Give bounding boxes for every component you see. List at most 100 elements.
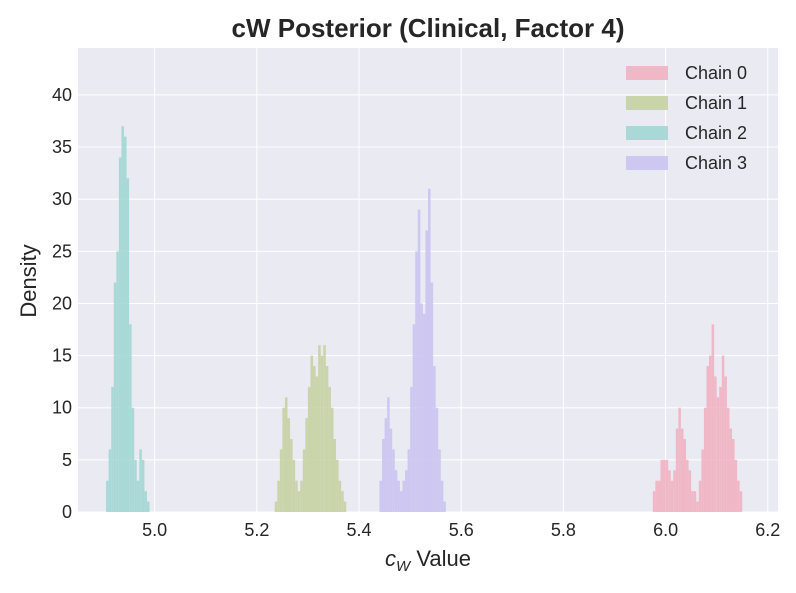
- histogram-bar: [435, 407, 439, 512]
- histogram-bar: [709, 355, 712, 512]
- histogram-bar: [279, 449, 283, 512]
- histogram-bar: [295, 480, 298, 512]
- x-axis-label: cW Value: [385, 546, 471, 575]
- y-axis-ticks: 0 5 10 15 20 25 30 35 40: [52, 85, 72, 522]
- histogram-bar: [737, 480, 740, 512]
- histogram-bar: [663, 459, 666, 512]
- histogram-bar: [341, 491, 344, 512]
- histogram-bar: [282, 407, 285, 512]
- histogram-bar: [726, 407, 730, 512]
- histogram-bar: [274, 501, 278, 512]
- histogram-bar: [108, 449, 112, 512]
- y-tick-label: 35: [52, 137, 72, 157]
- histogram-bar: [333, 439, 337, 512]
- histogram-bar: [129, 324, 132, 512]
- histogram-bar: [739, 491, 743, 512]
- histogram-bar: [686, 459, 689, 512]
- histogram-bar: [703, 407, 707, 512]
- histogram-bar: [657, 480, 661, 512]
- histogram-bar: [443, 501, 446, 512]
- histogram-bar: [136, 480, 140, 512]
- histogram-bar: [106, 480, 109, 512]
- histogram-bar: [675, 428, 679, 512]
- x-axis-label-text: Value: [410, 546, 471, 571]
- histogram-bar: [392, 449, 395, 512]
- legend-label: Chain 2: [685, 123, 747, 143]
- y-tick-label: 0: [62, 502, 72, 522]
- histogram-bar: [382, 439, 385, 512]
- histogram-bar: [668, 470, 671, 512]
- histogram-bar: [284, 397, 288, 512]
- histogram-bar: [433, 366, 436, 512]
- histogram-bar: [729, 428, 733, 512]
- histogram-bar: [724, 376, 727, 512]
- histogram-bar: [420, 303, 423, 512]
- histogram-bar: [394, 470, 398, 512]
- histogram-bar: [287, 418, 291, 512]
- x-axis-label-variable: c: [385, 546, 396, 571]
- histogram-bar: [397, 480, 400, 512]
- histogram-bar: [313, 366, 316, 512]
- histogram-bar: [310, 355, 314, 512]
- x-axis-ticks: 5.0 5.2 5.4 5.6 5.8 6.0 6.2: [142, 520, 780, 540]
- histogram-bar: [305, 418, 308, 512]
- histogram-bar: [302, 449, 306, 512]
- histogram-bar: [146, 501, 150, 512]
- x-axis-label-subscript: W: [396, 558, 412, 575]
- legend-swatch: [626, 156, 668, 170]
- histogram-bar: [323, 345, 326, 512]
- legend-label: Chain 3: [685, 153, 747, 173]
- histogram-bar: [438, 449, 441, 512]
- histogram-bar: [719, 386, 722, 512]
- histogram-bar: [417, 209, 421, 512]
- histogram-bar: [399, 491, 403, 512]
- histogram-bar: [701, 449, 704, 512]
- histogram-bar: [325, 366, 329, 512]
- histogram-bar: [430, 282, 434, 512]
- histogram-bar: [277, 480, 280, 512]
- y-tick-label: 30: [52, 189, 72, 209]
- histogram-bar: [706, 366, 710, 512]
- legend-swatch: [626, 96, 668, 110]
- histogram-bar: [292, 459, 296, 512]
- histogram-bar: [379, 480, 383, 512]
- histogram-bar: [734, 459, 738, 512]
- histogram-bar: [315, 376, 319, 512]
- histogram-bars: [106, 126, 743, 513]
- histogram-bar: [673, 470, 676, 512]
- legend: Chain 0 Chain 1 Chain 2 Chain 3: [626, 63, 747, 173]
- histogram-bar: [696, 501, 699, 512]
- histogram-bar: [338, 480, 342, 512]
- chart-title: cW Posterior (Clinical, Factor 4): [232, 13, 625, 43]
- y-tick-label: 25: [52, 241, 72, 261]
- y-tick-label: 20: [52, 293, 72, 313]
- y-tick-label: 40: [52, 85, 72, 105]
- histogram-bar: [693, 491, 697, 512]
- legend-label: Chain 1: [685, 93, 747, 113]
- histogram-bar: [389, 428, 393, 512]
- histogram-bar: [652, 491, 656, 512]
- x-tick-label: 5.6: [449, 520, 474, 540]
- x-tick-label: 5.2: [244, 520, 269, 540]
- histogram-bar: [387, 397, 390, 512]
- histogram-bar: [422, 313, 426, 512]
- histogram-bar: [711, 324, 715, 512]
- histogram-bar: [126, 178, 130, 512]
- histogram-bar: [141, 459, 145, 512]
- histogram-bar: [384, 418, 388, 512]
- histogram-bar: [320, 355, 324, 512]
- histogram-bar: [139, 449, 142, 512]
- histogram-bar: [121, 126, 124, 513]
- series-2-bars: [106, 126, 150, 513]
- histogram-bar: [425, 230, 428, 512]
- legend-swatch: [626, 126, 668, 140]
- histogram-bar: [113, 282, 117, 512]
- histogram-bar: [716, 397, 720, 512]
- histogram-bar: [111, 386, 114, 512]
- legend-swatch: [626, 66, 668, 80]
- histogram-bar: [123, 136, 127, 512]
- histogram-bar: [118, 157, 122, 512]
- histogram-bar: [678, 407, 681, 512]
